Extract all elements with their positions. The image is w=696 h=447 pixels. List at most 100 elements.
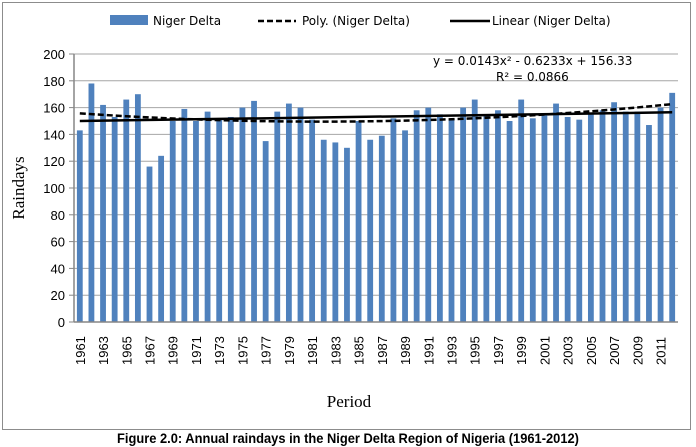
x-tick-label: 1987 bbox=[375, 336, 390, 365]
bar-1974 bbox=[227, 116, 234, 322]
x-tick-label: 1977 bbox=[259, 336, 274, 365]
bar-2001 bbox=[541, 114, 548, 322]
bar-1991 bbox=[425, 107, 432, 322]
y-tick-label: 140 bbox=[43, 127, 65, 142]
bar-2010 bbox=[646, 125, 652, 323]
x-tick-label: 1979 bbox=[282, 336, 297, 365]
x-tick-label: 1983 bbox=[328, 336, 343, 365]
r-squared: R² = 0.0866 bbox=[496, 70, 569, 84]
bar-1961 bbox=[76, 130, 83, 322]
bar-1982 bbox=[320, 139, 327, 322]
bar-1999 bbox=[518, 99, 525, 322]
bar-2007 bbox=[611, 102, 618, 323]
bar-1970 bbox=[181, 108, 188, 322]
x-axis-title: Period bbox=[327, 392, 372, 411]
bar-1969 bbox=[169, 121, 176, 322]
bar-1964 bbox=[111, 116, 118, 322]
x-tick-label: 1975 bbox=[235, 336, 250, 365]
y-tick-label: 100 bbox=[43, 181, 65, 196]
y-tick-label: 40 bbox=[51, 261, 65, 276]
bar-1973 bbox=[216, 119, 223, 322]
bar-1977 bbox=[262, 141, 269, 322]
x-tick-label: 1973 bbox=[212, 336, 227, 365]
bar-1997 bbox=[495, 110, 501, 322]
x-tick-label: 1985 bbox=[352, 336, 367, 365]
y-tick-label: 180 bbox=[43, 74, 65, 89]
bar-1985 bbox=[355, 121, 362, 322]
x-tick-label: 2007 bbox=[607, 336, 622, 365]
x-tick-label: 1963 bbox=[96, 336, 111, 365]
bar-1996 bbox=[483, 114, 490, 322]
x-tick-labels: 1961 1963 1965 1967 1969 1971 1973 1975 1977 1979… bbox=[73, 336, 669, 365]
x-tick-label: 2009 bbox=[630, 336, 645, 365]
bar-2004 bbox=[576, 119, 583, 322]
legend-label-linear: Linear (Niger Delta) bbox=[492, 14, 611, 28]
bar-2000 bbox=[529, 118, 536, 322]
bar-2003 bbox=[564, 116, 571, 322]
bar-1963 bbox=[100, 104, 106, 322]
bar-2008 bbox=[622, 111, 629, 323]
x-tick-label: 1993 bbox=[445, 336, 460, 365]
y-tick-label: 120 bbox=[43, 154, 65, 169]
trendlines bbox=[79, 102, 673, 123]
bar-2006 bbox=[599, 110, 606, 322]
bar-1990 bbox=[413, 110, 420, 322]
legend-label-poly: Poly. (Niger Delta) bbox=[302, 14, 410, 28]
y-tick-label: 80 bbox=[51, 208, 65, 223]
x-tick-label: 1991 bbox=[421, 336, 436, 365]
x-tick-label: 1969 bbox=[166, 336, 181, 365]
bar-1972 bbox=[204, 111, 211, 323]
bar-1979 bbox=[285, 103, 292, 322]
x-tick-label: 1981 bbox=[305, 336, 320, 365]
y-tick-label: 160 bbox=[43, 101, 65, 116]
bar-1968 bbox=[158, 155, 165, 322]
x-tick-label: 1997 bbox=[491, 336, 506, 365]
bar-1992 bbox=[436, 114, 443, 322]
legend-swatch-bar bbox=[110, 15, 148, 25]
x-tick-label: 1967 bbox=[143, 336, 158, 365]
bar-1976 bbox=[251, 100, 257, 323]
bar-1995 bbox=[471, 99, 478, 322]
bar-2005 bbox=[587, 112, 594, 323]
legend: Niger Delta Poly. (Niger Delta) Linear (… bbox=[110, 14, 611, 28]
y-tick-label: 0 bbox=[58, 315, 65, 330]
bar-1978 bbox=[274, 111, 281, 323]
bar-1986 bbox=[367, 139, 374, 322]
x-tick-label: 2003 bbox=[561, 336, 576, 365]
x-tick-label: 1971 bbox=[189, 336, 204, 365]
bar-1966 bbox=[134, 94, 141, 322]
bar-1984 bbox=[344, 147, 350, 322]
axes bbox=[73, 54, 678, 323]
bar-1993 bbox=[448, 119, 455, 322]
x-tick-label: 2005 bbox=[584, 336, 599, 365]
y-axis-title: Raindays bbox=[9, 156, 28, 219]
bar-2011 bbox=[657, 107, 664, 322]
bar-1988 bbox=[390, 118, 397, 322]
bar-1967 bbox=[146, 166, 153, 322]
x-tick-label: 1961 bbox=[73, 336, 88, 365]
trend-equation: y = 0.0143x² - 0.6233x + 156.33 bbox=[433, 54, 632, 68]
bar-1962 bbox=[88, 83, 95, 322]
linear-trendline bbox=[79, 111, 673, 123]
bar-2009 bbox=[634, 111, 641, 323]
bar-2002 bbox=[553, 103, 559, 322]
x-tick-label: 1989 bbox=[398, 336, 413, 365]
bar-1971 bbox=[193, 121, 199, 322]
bars bbox=[76, 83, 676, 323]
bar-1965 bbox=[123, 99, 130, 322]
bar-1975 bbox=[239, 107, 246, 322]
bar-1987 bbox=[378, 135, 385, 322]
x-tick-label: 2011 bbox=[654, 337, 669, 365]
chart: 0 20 40 60 80 100 120 140 160 180 200 1961 1963 1965… bbox=[9, 14, 678, 411]
y-tick-label: 60 bbox=[51, 235, 65, 250]
bar-1980 bbox=[297, 107, 304, 322]
y-tick-labels: 0 20 40 60 80 100 120 140 160 180 200 bbox=[43, 47, 65, 330]
figure-caption: Figure 2.0: Annual raindays in the Niger… bbox=[117, 430, 579, 446]
bar-1998 bbox=[506, 121, 513, 322]
bar-2012 bbox=[669, 92, 676, 322]
bar-1989 bbox=[402, 130, 408, 322]
x-tick-label: 1999 bbox=[514, 336, 529, 365]
x-tick-label: 1995 bbox=[468, 336, 483, 365]
bar-1981 bbox=[309, 119, 316, 322]
y-tick-label: 20 bbox=[51, 288, 65, 303]
